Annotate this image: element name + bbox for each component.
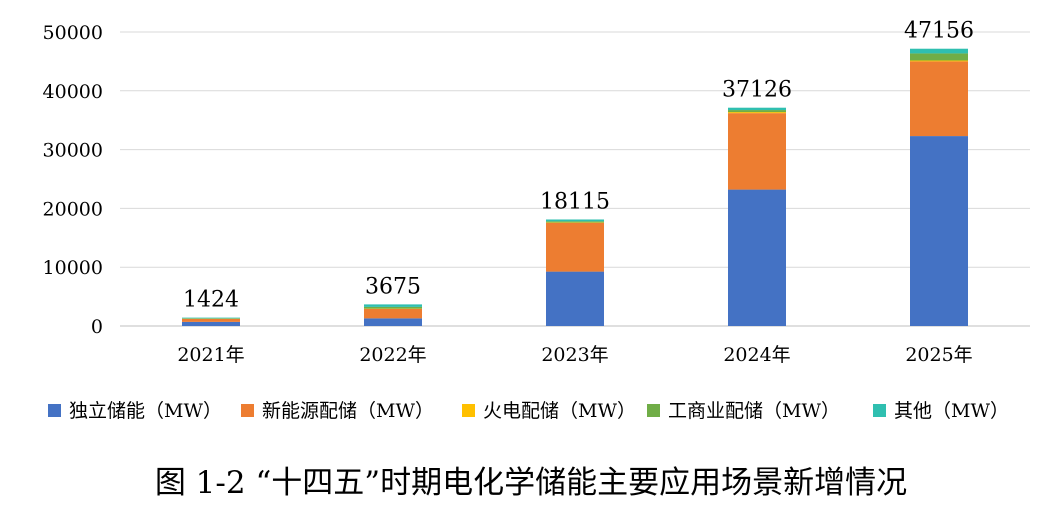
bar-segment (182, 322, 240, 326)
x-tick-label: 2021年 (177, 344, 244, 366)
bar-segment (728, 112, 786, 113)
y-tick-label: 40000 (43, 81, 103, 103)
total-data-label: 3675 (365, 274, 421, 299)
y-tick-label: 20000 (43, 198, 103, 220)
bar-segment (364, 309, 422, 318)
total-data-label: 18115 (540, 189, 610, 214)
y-tick-label: 30000 (43, 140, 103, 162)
bar-segment (182, 318, 240, 319)
bar-segment (910, 136, 968, 326)
bar-segment (364, 318, 422, 326)
x-tick-label: 2023年 (541, 344, 608, 366)
bar-segment (364, 307, 422, 309)
legend-label: 其他（MW） (894, 400, 1009, 422)
legend-label: 新能源配储（MW） (262, 400, 434, 422)
x-tick-label: 2022年 (359, 344, 426, 366)
legend-label: 工商业配储（MW） (668, 400, 840, 422)
legend-label: 独立储能（MW） (69, 400, 222, 422)
y-tick-label: 0 (91, 316, 103, 338)
bar-segment (546, 223, 604, 272)
bar-segment (546, 219, 604, 221)
bar-segment (910, 49, 968, 54)
bar-segment (910, 61, 968, 136)
y-tick-label: 10000 (43, 257, 103, 279)
legend-swatch (873, 404, 886, 417)
legend-swatch (462, 404, 475, 417)
bar-segment (182, 319, 240, 322)
bar-segment (728, 108, 786, 110)
legend: 独立储能（MW） 新能源配储（MW） 火电配储（MW） 工商业配储（MW） 其他（MW） (48, 400, 1009, 422)
bar-segment (182, 318, 240, 319)
bar-segment (910, 60, 968, 61)
total-data-label: 1424 (183, 288, 239, 313)
y-tick-label: 50000 (43, 22, 103, 44)
x-tick-label: 2024年 (723, 344, 790, 366)
bar-segment (546, 272, 604, 326)
labels-layer: 0 10000 20000 30000 40000 50000 1424 2021年 3675 2… (43, 19, 974, 366)
bar-segment (728, 110, 786, 112)
bar-segment (364, 304, 422, 306)
x-tick-label: 2025年 (905, 344, 972, 366)
bar-segment (728, 113, 786, 189)
legend-label: 火电配储（MW） (483, 400, 636, 422)
total-data-label: 47156 (904, 19, 974, 44)
total-data-label: 37126 (722, 78, 792, 103)
bar-segment (728, 190, 786, 326)
figure-caption: 图 1-2 “十四五”时期电化学储能主要应用场景新增情况 (155, 465, 907, 501)
legend-swatch (48, 404, 61, 417)
legend-swatch (647, 404, 660, 417)
bar-segment (546, 221, 604, 222)
bar-segment (910, 53, 968, 60)
legend-swatch (241, 404, 254, 417)
